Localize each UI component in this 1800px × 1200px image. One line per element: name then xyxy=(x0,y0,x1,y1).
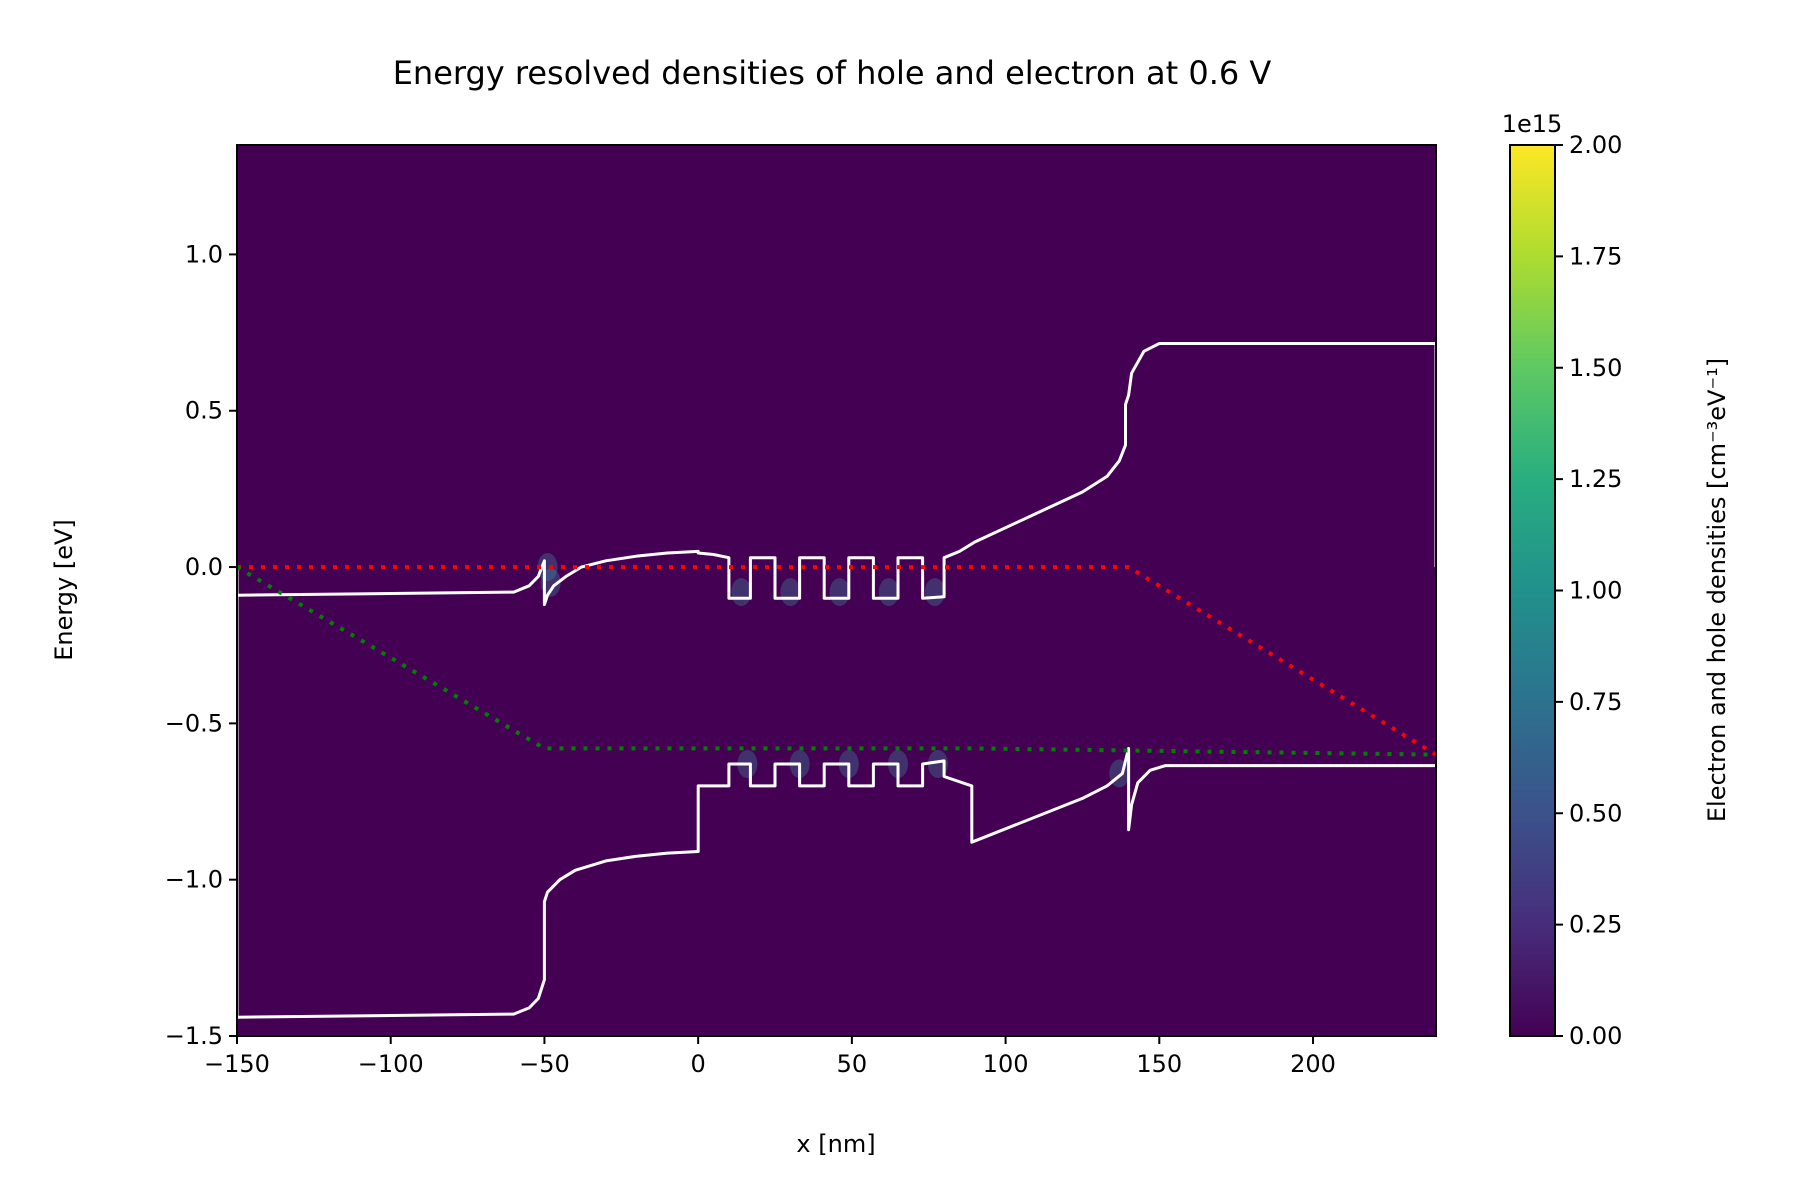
density-highlight xyxy=(780,578,801,607)
y-tick-label: 1.0 xyxy=(185,240,223,268)
colorbar-tick-label: 1.50 xyxy=(1569,354,1622,382)
density-highlight xyxy=(878,578,899,607)
colorbar-tick-label: 2.00 xyxy=(1569,131,1622,159)
x-tick-label: −50 xyxy=(519,1050,570,1078)
series-hole-quasi-fermi-level xyxy=(237,565,1436,757)
y-tick-label: 0.0 xyxy=(185,553,223,581)
colorbar-tick-label: 0.75 xyxy=(1569,688,1622,716)
colorbar-tick-label: 1.00 xyxy=(1569,577,1622,605)
y-tick-label: −1.0 xyxy=(165,866,223,894)
x-tick-label: −150 xyxy=(204,1050,270,1078)
plot-frame xyxy=(236,144,1437,1037)
colorbar xyxy=(1509,144,1556,1037)
y-axis-ticks: −1.5 −1.0 −0.5 0.0 0.5 1.0 xyxy=(165,240,237,1050)
x-tick-label: 200 xyxy=(1290,1050,1336,1078)
y-tick-label: 0.5 xyxy=(185,397,223,425)
density-highlight xyxy=(829,578,850,607)
band-lines xyxy=(237,342,1436,1019)
density-highlight xyxy=(537,553,558,582)
colorbar-tick-label: 1.25 xyxy=(1569,465,1622,493)
colorbar-tick-label: 1.75 xyxy=(1569,242,1622,270)
x-tick-label: 50 xyxy=(837,1050,868,1078)
colorbar-offset-text: 1e15 xyxy=(1502,110,1563,138)
colorbar-label: Electron and hole densities [cm⁻³eV⁻¹] xyxy=(1703,358,1731,822)
colorbar-ticks: 0.00 0.25 0.50 0.75 1.00 1.25 1.50 1.75 2.00 xyxy=(1555,131,1622,1050)
y-tick-label: −0.5 xyxy=(165,709,223,737)
x-axis-ticks: −150 −100 −50 0 50 100 150 200 xyxy=(204,1036,1336,1078)
series-conduction-band xyxy=(237,342,1436,607)
x-axis-label: x [nm] xyxy=(796,1130,875,1158)
x-tick-label: 100 xyxy=(983,1050,1029,1078)
series-valence-band xyxy=(237,567,1436,1019)
density-highlight xyxy=(731,578,752,607)
x-tick-label: −100 xyxy=(358,1050,424,1078)
x-tick-label: 0 xyxy=(691,1050,706,1078)
colorbar-tick-label: 0.25 xyxy=(1569,911,1622,939)
x-tick-label: 150 xyxy=(1136,1050,1182,1078)
chart-title: Energy resolved densities of hole and el… xyxy=(393,54,1272,92)
colorbar-tick-label: 0.00 xyxy=(1569,1022,1622,1050)
plot-area xyxy=(237,145,1436,1036)
y-axis-label: Energy [eV] xyxy=(50,519,78,661)
colorbar-tick-label: 0.50 xyxy=(1569,799,1622,827)
density-highlight xyxy=(924,578,945,607)
y-tick-label: −1.5 xyxy=(165,1022,223,1050)
